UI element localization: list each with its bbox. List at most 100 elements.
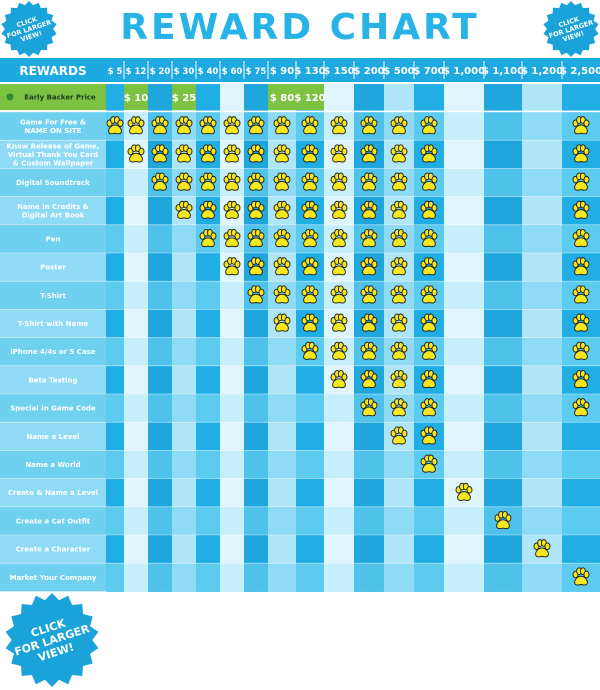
paw-icon xyxy=(420,257,438,276)
grid-cell xyxy=(196,506,220,536)
larger-view-badge-top-right[interactable]: CLICK FOR LARGER VIEW! xyxy=(542,0,600,58)
paw-icon xyxy=(390,341,408,360)
early-price-bg xyxy=(296,84,324,110)
paw-icon xyxy=(151,172,169,191)
paw-icon xyxy=(390,116,408,135)
reward-label: Pen xyxy=(46,235,61,243)
paw-icon xyxy=(572,369,590,389)
grid-cell xyxy=(354,535,384,564)
grid-cell xyxy=(196,281,220,310)
paw-icon xyxy=(247,228,265,248)
grid-cell xyxy=(484,337,522,367)
paw-icon xyxy=(390,144,408,163)
paw-icon xyxy=(247,144,265,163)
tier-label: $ 1,200 xyxy=(521,66,563,77)
grid-cell xyxy=(148,224,172,254)
paw-icon xyxy=(301,341,319,360)
grid-cell xyxy=(124,224,148,254)
grid-cell xyxy=(444,196,484,226)
reward-label: Know Release of Game, xyxy=(7,142,100,150)
grid-cell xyxy=(244,478,268,508)
paw-icon xyxy=(420,228,438,248)
grid-cell xyxy=(148,394,172,423)
grid-cell xyxy=(244,450,268,480)
tier-label: $ 20 xyxy=(150,67,171,77)
grid-cell xyxy=(268,365,296,395)
early-backer-label-bg xyxy=(0,84,106,110)
tier-label: $ 40 xyxy=(198,67,219,77)
grid-cell xyxy=(268,422,296,451)
paw-icon xyxy=(360,313,378,332)
grid-cell xyxy=(354,506,384,536)
grid-cell xyxy=(106,337,124,367)
paw-icon xyxy=(223,172,241,191)
grid-cell xyxy=(268,506,296,536)
reward-label: Poster xyxy=(40,264,66,272)
zigzag-edge xyxy=(0,591,600,600)
grid-cell xyxy=(484,365,522,395)
grid-cell xyxy=(220,563,244,592)
grid-cell xyxy=(124,450,148,480)
grid-cell xyxy=(172,422,196,451)
paw-icon xyxy=(390,398,408,417)
reward-label: Special In Game Code xyxy=(10,405,96,413)
grid-cell xyxy=(296,450,324,480)
reward-label-bg xyxy=(0,281,106,310)
grid-cell xyxy=(296,478,324,508)
grid-cell xyxy=(268,337,296,367)
grid-cell xyxy=(124,394,148,423)
grid-cell xyxy=(354,563,384,592)
grid-cell xyxy=(220,394,244,423)
grid-cell xyxy=(220,84,244,111)
grid-cell xyxy=(268,563,296,592)
reward-label: Virtual Thank You Card xyxy=(8,151,99,159)
grid-cell xyxy=(522,337,562,367)
grid-cell xyxy=(106,224,124,254)
paw-icon xyxy=(330,257,348,276)
paw-icon xyxy=(572,398,590,417)
tier-label: $ 500 xyxy=(383,66,414,77)
larger-view-badge-top-left[interactable]: CLICK FOR LARGER VIEW! xyxy=(0,0,58,58)
grid-cell xyxy=(172,563,196,592)
grid-cell xyxy=(268,450,296,480)
paw-icon xyxy=(572,341,590,360)
paw-icon xyxy=(247,257,265,276)
larger-view-badge-bottom-left[interactable]: CLICK FOR LARGER VIEW! xyxy=(4,592,100,688)
paw-icon xyxy=(199,200,217,219)
paw-icon xyxy=(455,482,473,501)
reward-label: Create & Name a Level xyxy=(8,489,98,497)
grid-cell xyxy=(484,281,522,310)
header-bar xyxy=(0,58,600,82)
early-price: $ 80 xyxy=(270,93,294,104)
grid-cell xyxy=(196,422,220,451)
paw-icon xyxy=(223,144,241,163)
grid-cell xyxy=(296,563,324,592)
reward-label-bg xyxy=(0,506,106,535)
tier-label: $ 200 xyxy=(353,66,384,77)
grid-cell xyxy=(484,394,522,423)
paw-icon xyxy=(330,116,348,135)
paw-icon xyxy=(420,398,438,417)
badge-burst xyxy=(1,1,57,57)
paw-icon xyxy=(360,116,378,135)
paw-icon xyxy=(572,144,590,163)
grid-cell xyxy=(444,140,484,169)
early-backer-dot-icon xyxy=(6,93,14,101)
grid-cell xyxy=(124,281,148,310)
paw-icon xyxy=(273,228,291,248)
grid-cell xyxy=(106,422,124,451)
paw-icon xyxy=(390,200,408,219)
grid-cell xyxy=(172,394,196,423)
grid-cell xyxy=(324,563,354,592)
grid-cell xyxy=(384,478,414,508)
grid-cell xyxy=(124,422,148,451)
grid-cell xyxy=(124,506,148,536)
grid-cell xyxy=(324,394,354,423)
paw-icon xyxy=(330,369,348,389)
rewards-header-label: REWARDS xyxy=(19,64,86,78)
paw-icon xyxy=(572,567,590,586)
grid-cell xyxy=(148,365,172,395)
grid-cell xyxy=(172,450,196,480)
grid-cell xyxy=(324,535,354,564)
grid-cell xyxy=(124,535,148,564)
